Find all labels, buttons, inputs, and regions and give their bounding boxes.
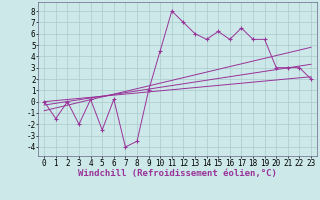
X-axis label: Windchill (Refroidissement éolien,°C): Windchill (Refroidissement éolien,°C) bbox=[78, 169, 277, 178]
